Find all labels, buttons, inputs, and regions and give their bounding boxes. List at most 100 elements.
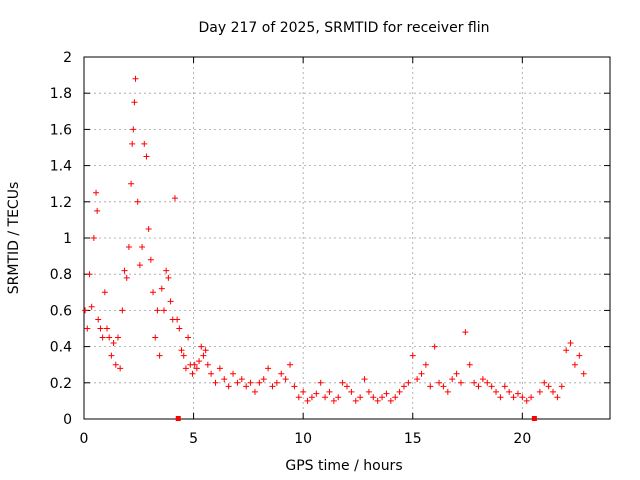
y-axis-label: SRMTID / TECUs xyxy=(6,182,22,295)
data-point xyxy=(110,339,117,346)
data-point xyxy=(335,394,342,401)
data-point xyxy=(145,225,152,232)
data-point xyxy=(193,365,200,372)
x-tick-label: 0 xyxy=(80,431,89,447)
data-point xyxy=(365,388,372,395)
data-point xyxy=(243,383,250,390)
data-point xyxy=(117,365,124,372)
data-point xyxy=(418,370,425,377)
data-point xyxy=(136,262,143,269)
data-point xyxy=(104,325,111,332)
data-point xyxy=(95,316,102,323)
data-point xyxy=(357,394,364,401)
data-point xyxy=(576,352,583,359)
x-tick-label: 10 xyxy=(294,431,312,447)
y-tick-label: 1 xyxy=(63,231,72,247)
data-point xyxy=(291,383,298,390)
data-point xyxy=(265,365,272,372)
data-point xyxy=(348,388,355,395)
y-tick-label: 0.6 xyxy=(50,303,72,319)
data-point xyxy=(523,397,530,404)
data-point xyxy=(180,352,187,359)
data-point xyxy=(484,379,491,386)
data-point xyxy=(160,307,167,314)
data-point xyxy=(156,352,163,359)
data-point xyxy=(317,379,324,386)
data-point xyxy=(440,383,447,390)
x-axis: 0 5 10 15 20 xyxy=(80,57,531,447)
data-point xyxy=(114,334,121,341)
data-point xyxy=(200,352,207,359)
data-point xyxy=(352,397,359,404)
data-point xyxy=(123,274,130,281)
y-tick-label: 1.2 xyxy=(50,195,72,211)
grid xyxy=(84,57,610,419)
data-point xyxy=(208,370,215,377)
data-point xyxy=(541,379,548,386)
data-point xyxy=(260,376,267,383)
data-point xyxy=(163,267,170,274)
data-point xyxy=(121,267,128,274)
data-point xyxy=(152,334,159,341)
data-point xyxy=(383,390,390,397)
data-point xyxy=(313,390,320,397)
data-point xyxy=(304,397,311,404)
data-point xyxy=(198,343,205,350)
data-point xyxy=(129,140,136,147)
data-point xyxy=(471,379,478,386)
gap-marker xyxy=(175,416,181,421)
data-point xyxy=(84,325,91,332)
x-tick-label: 20 xyxy=(513,431,531,447)
data-point xyxy=(167,298,174,305)
y-tick-label: 0.8 xyxy=(50,267,72,283)
y-tick-label: 0 xyxy=(63,412,72,428)
data-point xyxy=(563,347,570,354)
data-point xyxy=(90,235,97,241)
data-point xyxy=(185,334,192,341)
data-point xyxy=(379,394,386,401)
data-series xyxy=(82,75,587,404)
data-point xyxy=(580,370,587,377)
data-point xyxy=(251,388,258,395)
data-point xyxy=(501,383,508,390)
data-point xyxy=(506,388,513,395)
plot-frame xyxy=(83,56,611,420)
data-point xyxy=(497,394,504,401)
data-point xyxy=(361,376,368,383)
data-point xyxy=(545,383,552,390)
data-point xyxy=(165,274,172,281)
data-point xyxy=(308,394,315,401)
data-point xyxy=(225,383,232,390)
data-point xyxy=(82,307,89,314)
data-point xyxy=(344,383,350,390)
data-point xyxy=(141,140,148,147)
data-point xyxy=(479,376,486,383)
data-point xyxy=(558,383,565,390)
data-point xyxy=(108,352,115,359)
data-point xyxy=(130,126,137,133)
data-point xyxy=(449,376,456,383)
data-point xyxy=(230,370,237,377)
y-tick-label: 0.2 xyxy=(50,376,72,392)
data-point xyxy=(94,207,101,214)
data-point xyxy=(405,379,412,386)
data-point xyxy=(256,379,263,386)
gap-markers xyxy=(175,416,537,421)
data-point xyxy=(132,75,139,82)
data-point xyxy=(326,388,333,395)
data-point xyxy=(234,379,241,386)
data-point xyxy=(93,189,100,196)
data-point xyxy=(154,307,161,314)
data-point xyxy=(339,379,346,386)
data-point xyxy=(158,285,165,292)
data-point xyxy=(282,376,289,383)
data-point xyxy=(174,316,181,323)
data-point xyxy=(550,388,557,395)
data-point xyxy=(567,339,574,346)
data-point xyxy=(436,379,443,386)
data-point xyxy=(202,347,209,354)
data-point xyxy=(128,180,135,187)
data-point xyxy=(278,370,285,377)
y-axis: 0 0.2 0.4 0.6 0.8 1 1.2 1.4 1.6 1.8 2 xyxy=(50,50,610,428)
